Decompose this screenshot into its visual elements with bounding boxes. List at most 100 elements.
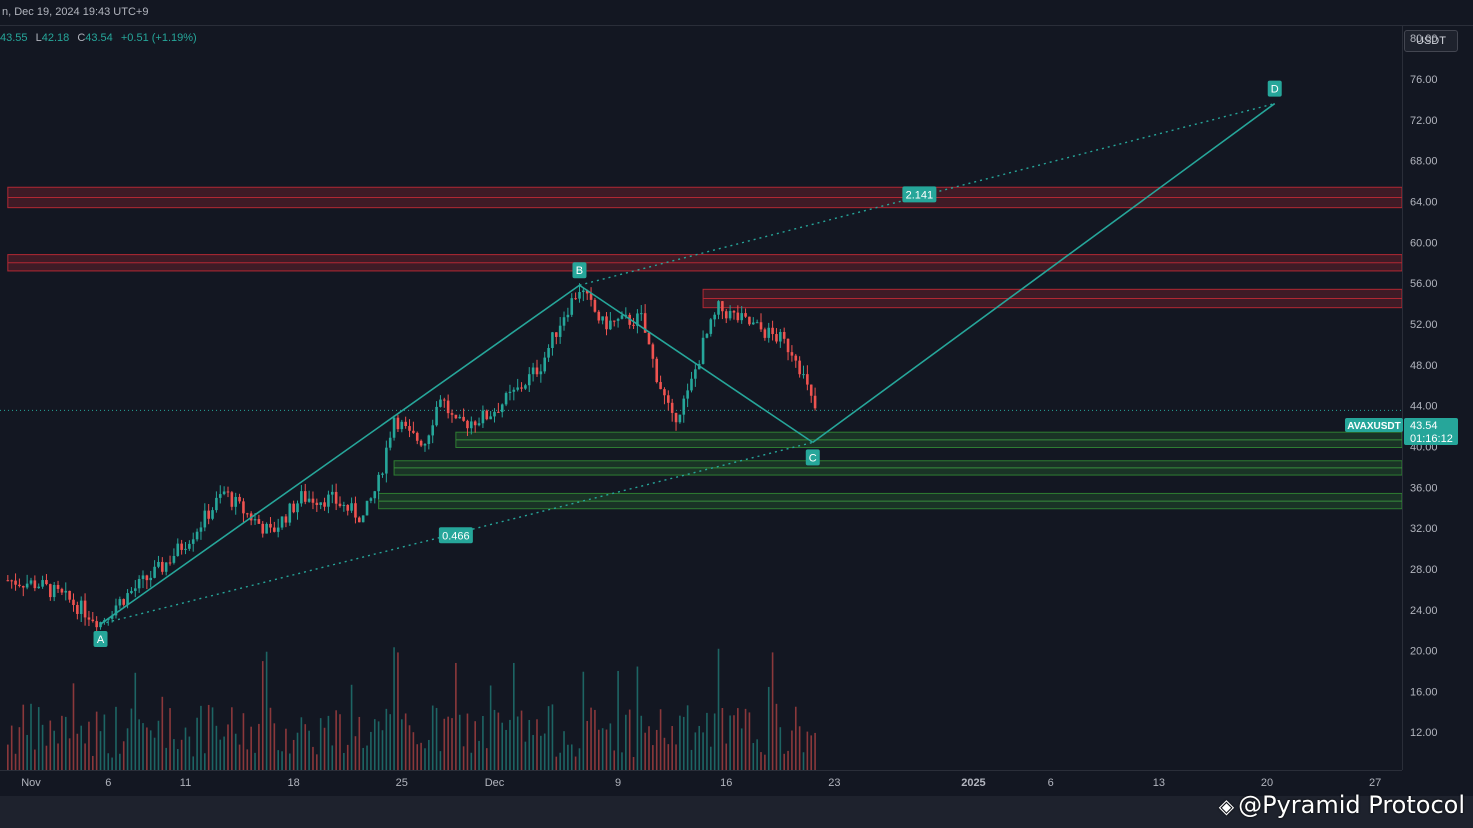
volume-bar [721, 707, 724, 770]
candle-body [786, 338, 790, 353]
symbol-tag-bg [1345, 418, 1403, 432]
candle-body [176, 543, 180, 556]
volume-bar [107, 753, 110, 770]
price-axis-panel[interactable] [1402, 26, 1473, 770]
y-tick-label: 52.00 [1410, 319, 1438, 331]
volume-bar [613, 750, 616, 770]
candle-body [585, 290, 589, 294]
candle-body [195, 531, 199, 540]
candle-body [211, 510, 214, 519]
candle-body [582, 290, 585, 293]
volume-bar [238, 744, 241, 770]
candle-body [439, 399, 442, 407]
volume-bar [470, 752, 473, 770]
candle-body [72, 599, 75, 606]
candle-body [446, 400, 450, 414]
ohlc-change: +0.51 (+1.19%) [120, 32, 197, 44]
candle-body [462, 416, 465, 421]
candle-body [724, 311, 728, 319]
volume-bar [254, 752, 256, 770]
volume-bar [767, 686, 770, 770]
volume-bar [37, 707, 40, 770]
volume-bar [234, 733, 237, 770]
candle-body [813, 395, 817, 409]
volume-bar [215, 725, 218, 770]
volume-bar [644, 732, 646, 770]
candle-body [207, 510, 210, 519]
volume-bar [192, 756, 195, 770]
volume-bar [292, 739, 295, 770]
candle-body [133, 588, 137, 591]
candle-body [736, 312, 740, 321]
volume-bar [551, 704, 554, 770]
candle-body [354, 503, 357, 518]
candle-body [504, 393, 508, 405]
volume-bar [597, 729, 600, 770]
pattern-point-label: A [97, 634, 105, 646]
candle-body [651, 344, 655, 359]
candle-body [531, 367, 535, 375]
volume-bar [532, 734, 534, 770]
candle-body [732, 310, 736, 313]
y-tick-label: 48.00 [1410, 360, 1438, 372]
candle-body [663, 389, 666, 396]
candle-body [265, 523, 268, 534]
pattern-point-label: B [576, 265, 583, 277]
candle-body [659, 382, 662, 390]
time-axis-panel[interactable] [0, 770, 1402, 796]
volume-bar [323, 727, 326, 770]
volume-bar [516, 716, 519, 770]
candle-body [118, 599, 122, 606]
candle-body [520, 387, 523, 389]
candle-body [558, 325, 562, 337]
candle-body [751, 322, 755, 325]
volume-bar [350, 684, 353, 770]
volume-bar [779, 727, 782, 770]
candle-body [632, 324, 635, 326]
volume-bar [223, 736, 225, 770]
volume-bar [34, 749, 36, 770]
volume-bar [188, 736, 191, 770]
candle-body [450, 413, 454, 415]
candle-body [415, 432, 419, 441]
candle-body [616, 318, 620, 321]
volume-bar [578, 748, 581, 770]
ratio-label: 0.466 [442, 530, 470, 542]
volume-bar [744, 708, 747, 770]
candle-body [767, 327, 771, 338]
volume-bar [513, 662, 515, 770]
candle-body [246, 513, 249, 515]
volume-bar [686, 705, 689, 770]
volume-bar [316, 754, 318, 770]
candle-body [578, 292, 581, 299]
candle-body [601, 316, 604, 321]
volume-bar [547, 706, 550, 770]
volume-bar [439, 751, 442, 770]
candle-body [721, 301, 724, 312]
candle-body [555, 332, 558, 337]
x-tick-label: Nov [21, 777, 41, 789]
volume-bar [242, 713, 245, 770]
volume-bar [53, 730, 55, 770]
candle-body [68, 590, 71, 600]
candle-body [423, 443, 427, 446]
volume-bar [92, 755, 94, 770]
volume-bar [528, 719, 531, 770]
candle-body [589, 293, 593, 300]
candle-body [137, 578, 141, 589]
candle-body [458, 416, 462, 419]
volume-bar [173, 739, 175, 770]
volume-bar [509, 719, 511, 770]
candle-body [809, 384, 813, 396]
candle-body [307, 498, 311, 502]
pyramid-logo-icon: ◈ [1218, 794, 1235, 818]
price-chart[interactable]: A B C D 0.466 2.141 80.00 76.00 72.00 68.00 64.00… [0, 0, 1473, 796]
volume-bar [632, 756, 635, 770]
volume-bar [288, 753, 291, 770]
candle-body [412, 430, 415, 433]
volume-bar [478, 740, 480, 770]
candle-body [330, 491, 334, 495]
volume-bar [312, 746, 314, 770]
pattern-leg-bc [579, 284, 814, 444]
currency-selector[interactable]: USDT [1404, 30, 1458, 52]
